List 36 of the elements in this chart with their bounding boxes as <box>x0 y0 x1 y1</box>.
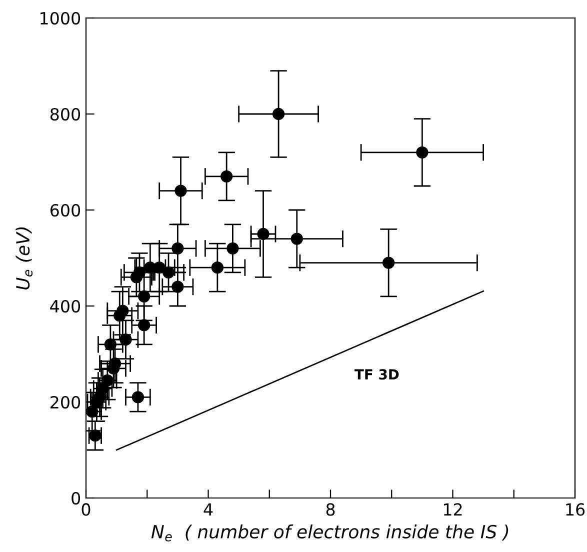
point <box>104 338 117 350</box>
point <box>133 266 146 278</box>
y-tick-label: 1000 <box>40 12 80 25</box>
x-tick-label: 8 <box>326 503 335 516</box>
point <box>226 242 239 254</box>
point <box>132 391 144 404</box>
x-tick-label: 12 <box>444 503 462 516</box>
point <box>416 146 428 158</box>
point <box>172 280 184 293</box>
point <box>89 430 102 442</box>
y-tick-label: 200 <box>50 396 80 409</box>
point <box>382 256 395 269</box>
point <box>116 304 129 317</box>
point <box>153 262 166 274</box>
x-tick-label: 16 <box>566 503 585 516</box>
x-tick-label: 4 <box>204 503 213 516</box>
point <box>101 374 114 386</box>
point <box>257 228 270 240</box>
x-tick-label: 0 <box>82 503 90 516</box>
point <box>162 266 175 278</box>
y-tick-label: 600 <box>50 204 80 217</box>
x-axis-title: N$_{e}$ ( number of electrons inside the IS ) <box>151 524 508 542</box>
y-tick-label: 0 <box>72 492 80 505</box>
y-axis-title: U$_{e}$ (eV) <box>16 227 33 290</box>
point <box>86 406 98 418</box>
annotation: TF 3D <box>354 369 399 380</box>
point <box>172 242 184 254</box>
point <box>211 262 224 274</box>
point <box>138 290 150 302</box>
point <box>290 232 303 245</box>
point <box>220 170 233 182</box>
point <box>272 108 285 120</box>
point <box>120 334 132 346</box>
y-tick-label: 400 <box>50 300 80 313</box>
point <box>174 184 187 197</box>
y-tick-label: 800 <box>50 108 80 121</box>
